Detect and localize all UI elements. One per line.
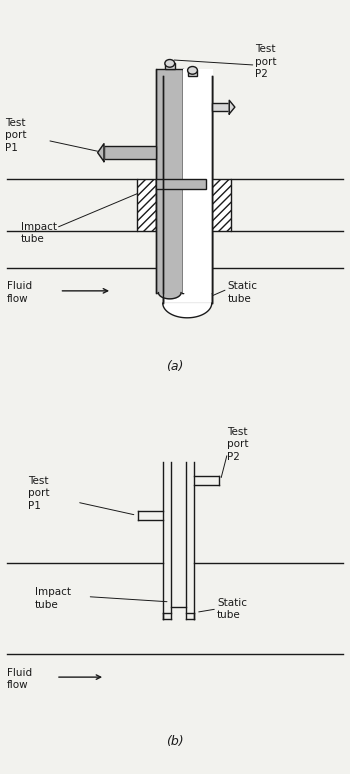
Text: (a): (a) [166, 360, 184, 372]
Text: Impact
tube: Impact tube [21, 222, 57, 245]
Ellipse shape [165, 60, 175, 67]
Text: Test
port
P1: Test port P1 [28, 476, 49, 511]
Text: Test
port
P2: Test port P2 [256, 44, 277, 79]
Bar [156, 179, 206, 190]
Text: Static
tube: Static tube [217, 598, 247, 620]
Polygon shape [229, 101, 235, 114]
Text: Static
tube: Static tube [228, 282, 258, 304]
Text: Impact
tube: Impact tube [35, 587, 71, 610]
Polygon shape [98, 144, 104, 162]
Bar [212, 179, 231, 231]
Bar [163, 76, 212, 303]
Text: Test
port
P1: Test port P1 [5, 118, 27, 152]
Bar [104, 146, 156, 159]
Text: Fluid
flow: Fluid flow [7, 668, 32, 690]
Ellipse shape [188, 67, 197, 74]
Text: (b): (b) [166, 735, 184, 748]
Polygon shape [159, 293, 181, 299]
Polygon shape [163, 303, 212, 318]
Bar [137, 179, 156, 231]
Bar [183, 69, 213, 293]
Bar [165, 63, 175, 69]
Bar [156, 69, 183, 293]
Text: Fluid
flow: Fluid flow [7, 282, 32, 304]
Text: Test
port
P2: Test port P2 [228, 427, 249, 462]
Bar [212, 103, 229, 111]
Bar [188, 70, 197, 76]
